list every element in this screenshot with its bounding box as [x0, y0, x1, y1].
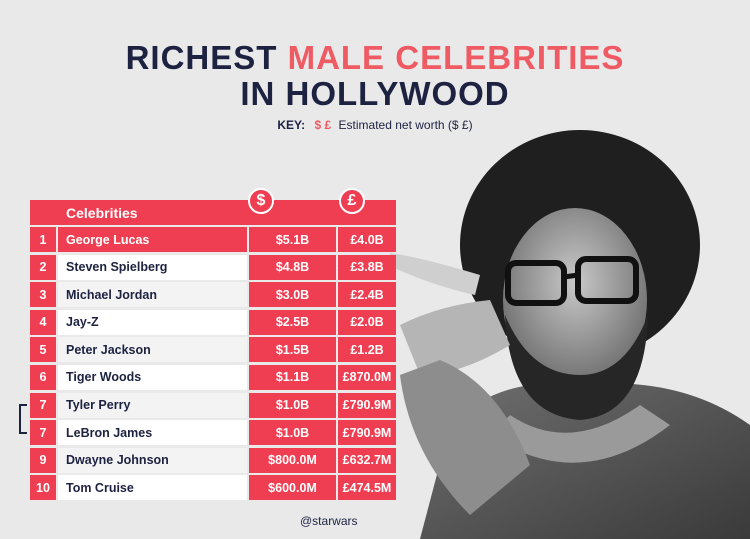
usd-cell: $2.5B	[249, 309, 336, 335]
usd-cell: $1.0B	[249, 392, 336, 418]
rank-cell: 5	[30, 337, 56, 363]
usd-cell: $1.5B	[249, 337, 336, 363]
name-cell: George Lucas	[58, 227, 247, 252]
key-legend: KEY: $ £ Estimated net worth ($ £)	[0, 118, 750, 132]
table-row: 7 Tyler Perry $1.0B £790.9M	[30, 392, 396, 418]
photo-credit: @starwars	[300, 514, 358, 528]
tie-bracket	[19, 404, 27, 434]
gbp-cell: £474.5M	[338, 475, 396, 501]
name-cell: Jay-Z	[58, 309, 247, 335]
name-cell: Peter Jackson	[58, 337, 247, 363]
name-cell: Tyler Perry	[58, 392, 247, 418]
gbp-cell: £2.0B	[338, 309, 396, 335]
gbp-cell: £790.9M	[338, 392, 396, 418]
rank-cell: 1	[30, 227, 56, 252]
celebrity-photo	[388, 130, 750, 539]
usd-cell: $3.0B	[249, 282, 336, 308]
gbp-cell: £790.9M	[338, 420, 396, 446]
title-accent: MALE CELEBRITIES	[287, 39, 625, 76]
table-row: 6 Tiger Woods $1.1B £870.0M	[30, 364, 396, 390]
title-line2: IN HOLLYWOOD	[240, 75, 510, 112]
table-row: 10 Tom Cruise $600.0M £474.5M	[30, 475, 396, 501]
usd-cell: $800.0M	[249, 447, 336, 473]
name-cell: LeBron James	[58, 420, 247, 446]
rank-cell: 7	[30, 420, 56, 446]
rank-cell: 3	[30, 282, 56, 308]
key-symbols: $ £	[314, 118, 332, 132]
table-row: 9 Dwayne Johnson $800.0M £632.7M	[30, 447, 396, 473]
table-row: 7 LeBron James $1.0B £790.9M	[30, 420, 396, 446]
usd-cell: $1.0B	[249, 420, 336, 446]
rank-cell: 4	[30, 309, 56, 335]
rank-cell: 2	[30, 254, 56, 280]
pound-icon: £	[339, 188, 365, 214]
key-label: KEY:	[277, 118, 306, 132]
name-cell: Dwayne Johnson	[58, 447, 247, 473]
name-cell: Tiger Woods	[58, 364, 247, 390]
table-row: 2 Steven Spielberg $4.8B £3.8B	[30, 254, 396, 280]
table-row: 4 Jay-Z $2.5B £2.0B	[30, 309, 396, 335]
name-cell: Michael Jordan	[58, 282, 247, 308]
gbp-cell: £870.0M	[338, 364, 396, 390]
usd-cell: $1.1B	[249, 364, 336, 390]
table-row: 3 Michael Jordan $3.0B £2.4B	[30, 282, 396, 308]
usd-cell: $5.1B	[249, 227, 336, 252]
gbp-cell: £2.4B	[338, 282, 396, 308]
name-cell: Tom Cruise	[58, 475, 247, 501]
usd-cell: $600.0M	[249, 475, 336, 501]
header-currency-icons: $ £	[30, 188, 396, 216]
gbp-cell: £3.8B	[338, 254, 396, 280]
usd-cell: $4.8B	[249, 254, 336, 280]
rank-cell: 6	[30, 364, 56, 390]
page-title: RICHEST MALE CELEBRITIES IN HOLLYWOOD	[0, 40, 750, 112]
table-row: 1 George Lucas $5.1B £4.0B	[30, 227, 396, 252]
rank-cell: 7	[30, 392, 56, 418]
gbp-cell: £4.0B	[338, 227, 396, 252]
name-cell: Steven Spielberg	[58, 254, 247, 280]
gbp-cell: £632.7M	[338, 447, 396, 473]
key-text: Estimated net worth ($ £)	[338, 118, 473, 132]
gbp-cell: £1.2B	[338, 337, 396, 363]
dollar-icon: $	[248, 188, 274, 214]
table-header: Celebrities	[30, 200, 396, 225]
rank-cell: 9	[30, 447, 56, 473]
header-celebrities: Celebrities	[66, 205, 138, 221]
table-body: 1 George Lucas $5.1B £4.0B 2 Steven Spie…	[30, 227, 396, 503]
title-part1: RICHEST	[125, 39, 288, 76]
rank-cell: 10	[30, 475, 56, 501]
table-row: 5 Peter Jackson $1.5B £1.2B	[30, 337, 396, 363]
